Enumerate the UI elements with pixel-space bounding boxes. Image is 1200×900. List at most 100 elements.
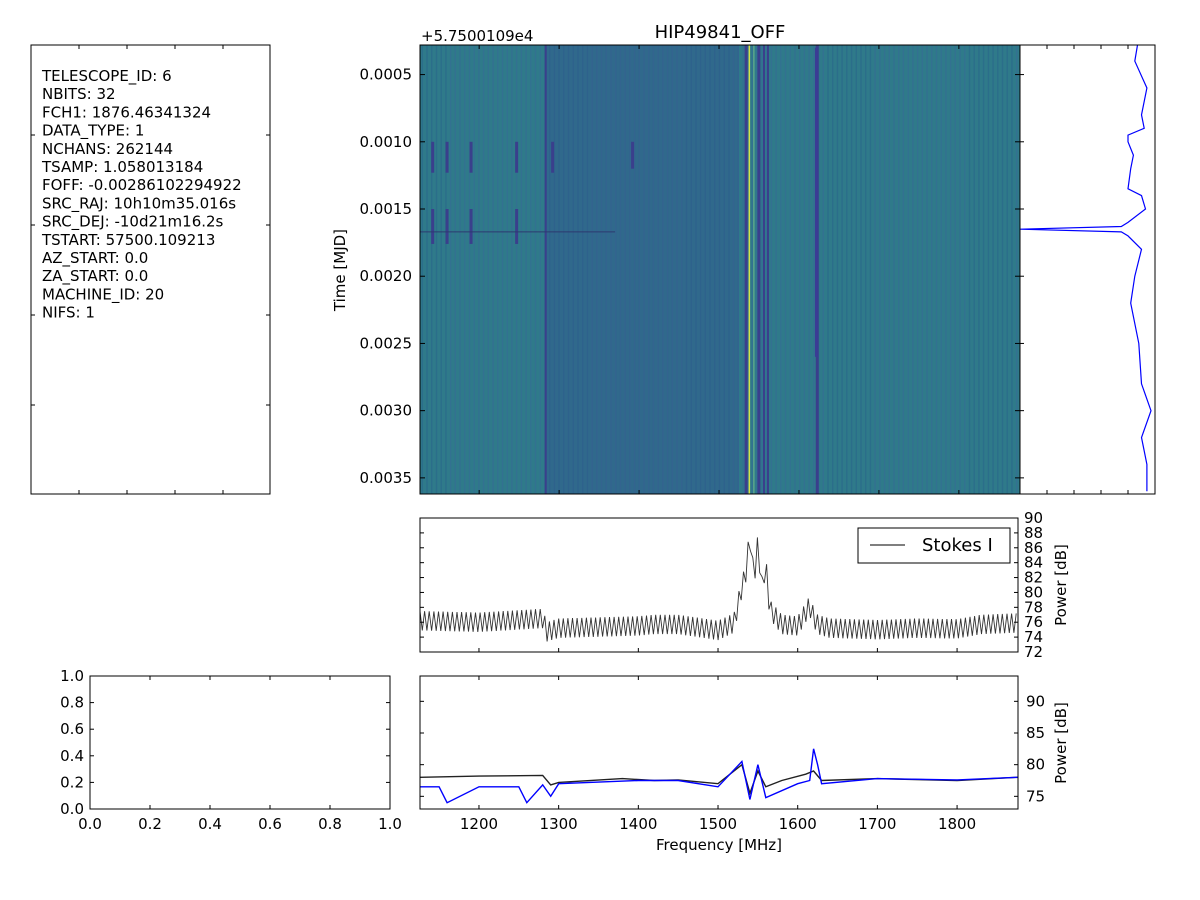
channel-stripe xyxy=(931,45,933,494)
channel-stripe xyxy=(426,45,428,494)
channel-stripe xyxy=(808,45,810,494)
channel-stripe xyxy=(709,45,711,494)
channel-stripe xyxy=(982,45,985,494)
x-tick-label: 1500 xyxy=(699,815,737,833)
rfi-dash xyxy=(515,209,519,244)
channel-stripe xyxy=(742,45,744,494)
channel-stripe xyxy=(874,45,876,494)
rfi-line xyxy=(766,45,769,494)
channel-stripe xyxy=(718,45,721,494)
waterfall-y-label: Time [MJD] xyxy=(331,229,349,312)
channel-stripe xyxy=(681,45,683,494)
channel-stripe xyxy=(794,45,796,494)
stokes-spectrum-area xyxy=(420,537,1017,642)
rfi-dash xyxy=(631,141,635,169)
y-tick-label: 0.0010 xyxy=(360,133,413,151)
channel-stripe xyxy=(916,45,919,494)
waterfall-y-ticks: 0.0005 0.0010 0.0015 0.0020 0.0025 0.0030 0.00… xyxy=(360,45,1020,494)
rfi-line xyxy=(757,45,761,494)
channel-stripe xyxy=(822,45,824,494)
channel-stripe xyxy=(841,45,843,494)
header-line: DATA_TYPE: 1 xyxy=(42,122,144,141)
channel-stripe xyxy=(464,45,466,494)
y-tick-label: 0.0020 xyxy=(360,267,413,285)
y-tick-label: 75 xyxy=(1026,787,1045,805)
x-tick-label: 1800 xyxy=(938,815,976,833)
bandpass-plot: 75 80 85 90 1200 1300 1400 1500 1600 1700 1800 Po… xyxy=(419,675,1070,854)
channel-stripe xyxy=(902,45,905,494)
channel-stripe xyxy=(582,45,584,494)
channel-stripe xyxy=(534,45,537,494)
channel-stripe xyxy=(921,45,923,494)
channel-stripe xyxy=(978,45,980,494)
y-tick-label: 0.0030 xyxy=(360,402,413,420)
y-tick-label: 82 xyxy=(1024,569,1043,587)
bandpass-frame xyxy=(419,675,1019,810)
time-series-panel xyxy=(1019,44,1156,495)
channel-stripe xyxy=(600,45,603,494)
channel-stripe xyxy=(737,45,739,494)
channel-stripe xyxy=(459,45,461,494)
channel-stripe xyxy=(799,45,801,494)
x-tick-label: 1300 xyxy=(540,815,578,833)
y-tick-label: 0.8 xyxy=(60,694,84,712)
y-tick-label: 0.4 xyxy=(60,747,84,765)
bandpass-y-ticks: 75 80 85 90 xyxy=(420,692,1045,805)
channel-stripe xyxy=(501,45,504,494)
channel-stripe xyxy=(1006,45,1008,494)
waterfall-image xyxy=(420,45,1020,494)
channel-stripe xyxy=(671,45,673,494)
channel-stripe xyxy=(945,45,947,494)
channel-stripe xyxy=(695,45,697,494)
time-series-ticks xyxy=(1020,45,1129,494)
channel-stripe xyxy=(435,45,438,494)
rfi-dash xyxy=(469,141,473,173)
y-tick-label: 0.0025 xyxy=(360,334,413,352)
y-tick-label: 1.0 xyxy=(60,667,84,685)
header-line: NCHANS: 262144 xyxy=(42,140,173,158)
channel-stripe xyxy=(615,45,617,494)
channel-stripe xyxy=(723,45,725,494)
channel-stripe xyxy=(954,45,956,494)
stokes-legend: Stokes I xyxy=(857,527,1011,564)
channel-stripe xyxy=(1011,45,1013,494)
y-tick-label: 0.2 xyxy=(60,773,84,791)
stokes-i-line xyxy=(420,537,1017,642)
channel-stripe xyxy=(591,45,593,494)
x-tick-label: 1700 xyxy=(858,815,896,833)
time-series-plot xyxy=(1020,45,1152,492)
y-tick-label: 78 xyxy=(1024,598,1043,616)
channel-stripe xyxy=(751,45,754,494)
channel-stripe xyxy=(525,45,527,494)
channel-stripe xyxy=(497,45,499,494)
channel-stripe xyxy=(898,45,900,494)
time-series-frame xyxy=(1019,44,1156,495)
channel-stripe xyxy=(539,45,541,494)
y-tick-label: 72 xyxy=(1024,643,1043,661)
channel-stripe xyxy=(860,45,862,494)
channel-stripe xyxy=(850,45,853,494)
frequency-x-label: Frequency [MHz] xyxy=(656,836,782,854)
rfi-dash xyxy=(431,209,435,244)
y-tick-label: 0.0005 xyxy=(360,66,413,84)
rfi-band xyxy=(545,45,740,494)
channel-stripe xyxy=(473,45,475,494)
channel-stripe xyxy=(492,45,494,494)
channel-stripe xyxy=(482,45,485,494)
rfi-dash xyxy=(445,209,449,244)
x-tick-label: 0.0 xyxy=(78,815,102,833)
channel-stripe xyxy=(454,45,456,494)
stokes-frame xyxy=(419,517,1019,653)
y-tick-label: 86 xyxy=(1024,539,1043,557)
channel-stripe xyxy=(780,45,782,494)
channel-stripe xyxy=(431,45,433,494)
channel-stripe xyxy=(563,45,565,494)
channel-stripe xyxy=(421,45,423,494)
y-tick-label: 80 xyxy=(1024,583,1043,601)
channel-stripe xyxy=(596,45,598,494)
rfi-dash xyxy=(551,141,555,173)
header-line: ZA_START: 0.0 xyxy=(42,267,148,286)
rfi-line xyxy=(814,47,818,357)
